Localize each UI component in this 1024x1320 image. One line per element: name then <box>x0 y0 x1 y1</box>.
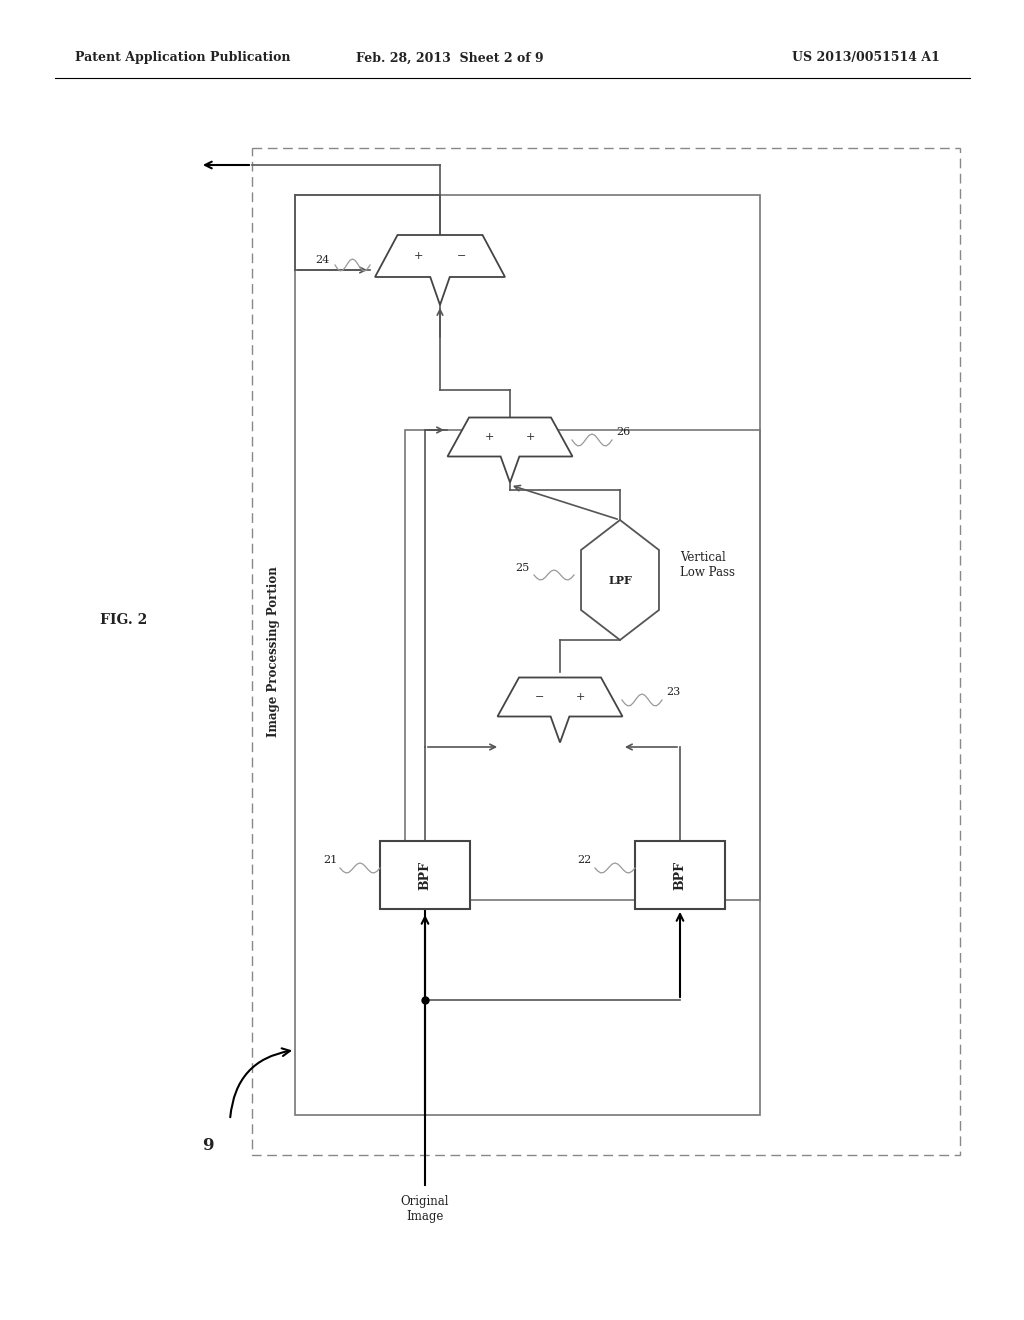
Text: 9: 9 <box>203 1137 214 1154</box>
Text: US 2013/0051514 A1: US 2013/0051514 A1 <box>793 51 940 65</box>
Text: −: − <box>535 692 544 702</box>
Text: +: + <box>414 251 424 261</box>
Text: 22: 22 <box>578 855 592 865</box>
Polygon shape <box>375 235 505 305</box>
Text: 24: 24 <box>315 255 330 265</box>
Polygon shape <box>498 677 623 742</box>
Bar <box>380 841 470 909</box>
Text: FIG. 2: FIG. 2 <box>100 612 147 627</box>
Bar <box>406 430 760 900</box>
Text: −: − <box>457 251 466 261</box>
Text: LPF: LPF <box>608 574 632 586</box>
Bar <box>252 148 961 1155</box>
Text: BPF: BPF <box>419 861 431 890</box>
Text: 25: 25 <box>516 564 530 573</box>
Text: 23: 23 <box>666 686 680 697</box>
Text: +: + <box>575 692 585 702</box>
Text: 26: 26 <box>616 426 630 437</box>
Bar <box>295 195 760 1115</box>
Polygon shape <box>447 417 572 483</box>
Text: +: + <box>525 432 536 442</box>
Text: Vertical
Low Pass: Vertical Low Pass <box>680 550 735 579</box>
Text: BPF: BPF <box>674 861 686 890</box>
Text: Image Processing Portion: Image Processing Portion <box>267 566 281 737</box>
Bar <box>635 841 725 909</box>
Text: Patent Application Publication: Patent Application Publication <box>75 51 291 65</box>
Text: Feb. 28, 2013  Sheet 2 of 9: Feb. 28, 2013 Sheet 2 of 9 <box>356 51 544 65</box>
Text: +: + <box>484 432 495 442</box>
Polygon shape <box>581 520 659 640</box>
Text: Original
Image: Original Image <box>400 1195 450 1224</box>
Text: 21: 21 <box>323 855 337 865</box>
